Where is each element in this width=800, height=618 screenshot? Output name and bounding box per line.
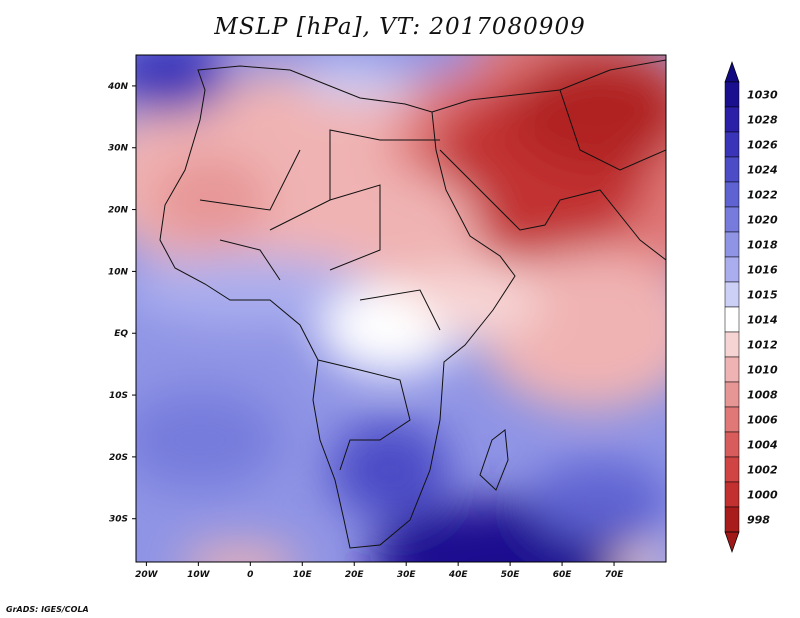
lat-tick-label: EQ — [114, 329, 128, 339]
colorbar-label: 1016 — [747, 264, 778, 277]
lon-tick-label: 40E — [448, 570, 469, 580]
colorbar-label: 1018 — [747, 239, 778, 252]
colorbar-swatch — [724, 381, 740, 408]
colorbar-swatch — [724, 356, 740, 383]
colorbar-label: 1012 — [747, 339, 778, 352]
colorbar-label: 1024 — [747, 164, 778, 177]
colorbar-label: 1030 — [747, 89, 778, 102]
colorbar-label: 1004 — [747, 439, 778, 452]
colorbar: 1030 1028 1026 1024 1022 1020 1018 1016 1015 1014… — [724, 60, 778, 554]
credit-text: GrADS: IGES/COLA — [6, 605, 89, 614]
colorbar-swatch — [724, 506, 740, 533]
axis-ticks: 20W 10W 0 10E 20E 30E 40E 50E 60E 70E 40N 30N 20N 10N… — [107, 82, 624, 580]
colorbar-swatch — [724, 156, 740, 183]
colorbar-label: 1020 — [747, 214, 778, 227]
colorbar-arrow-bottom — [724, 531, 740, 554]
lon-tick-label: 0 — [247, 570, 253, 580]
lat-tick-label: 20S — [109, 453, 128, 463]
lat-tick-label: 20N — [108, 206, 129, 216]
colorbar-label: 998 — [747, 514, 770, 527]
colorbar-label: 1000 — [747, 489, 778, 502]
colorbar-label: 1002 — [747, 464, 778, 477]
colorbar-label: 1026 — [747, 139, 778, 152]
colorbar-label: 1006 — [747, 414, 778, 427]
colorbar-swatch — [724, 431, 740, 458]
colorbar-swatch — [724, 406, 740, 433]
colorbar-swatch — [724, 206, 740, 233]
map-title: MSLP [hPa], VT: 2017080909 — [214, 14, 586, 40]
lon-tick-label: 20E — [345, 570, 365, 580]
colorbar-swatch — [724, 256, 740, 283]
colorbar-swatch — [724, 481, 740, 508]
lat-tick-label: 40N — [107, 82, 129, 92]
colorbar-swatch — [724, 181, 740, 208]
colorbar-arrow-top — [724, 60, 740, 83]
colorbar-label: 1008 — [747, 389, 778, 402]
lat-tick-label: 30S — [109, 515, 128, 525]
lon-tick-label: 50E — [501, 570, 521, 580]
lat-tick-label: 30N — [108, 144, 129, 154]
colorbar-swatch — [724, 231, 740, 258]
colorbar-swatch — [724, 106, 740, 133]
colorbar-swatch — [724, 306, 740, 333]
colorbar-label: 1015 — [747, 289, 778, 302]
lon-tick-label: 60E — [553, 570, 573, 580]
colorbar-label: 1014 — [747, 314, 778, 327]
colorbar-swatch — [724, 281, 740, 308]
colorbar-label: 1028 — [747, 114, 778, 127]
lat-tick-label: 10S — [109, 391, 128, 401]
coastlines — [159, 59, 666, 549]
lon-tick-label: 10E — [293, 570, 313, 580]
colorbar-swatch — [724, 331, 740, 358]
colorbar-swatch — [724, 456, 740, 483]
pressure-field — [136, 55, 666, 562]
lon-tick-label: 30E — [397, 570, 417, 580]
lon-tick-label: 10W — [187, 570, 211, 580]
lon-tick-label: 70E — [605, 570, 625, 580]
map-frame — [135, 54, 667, 563]
lon-tick-label: 20W — [135, 570, 159, 580]
colorbar-label: 1022 — [747, 189, 778, 202]
colorbar-swatch — [724, 81, 740, 108]
lat-tick-label: 10N — [108, 267, 129, 277]
colorbar-swatch — [724, 131, 740, 158]
colorbar-label: 1010 — [747, 364, 778, 377]
